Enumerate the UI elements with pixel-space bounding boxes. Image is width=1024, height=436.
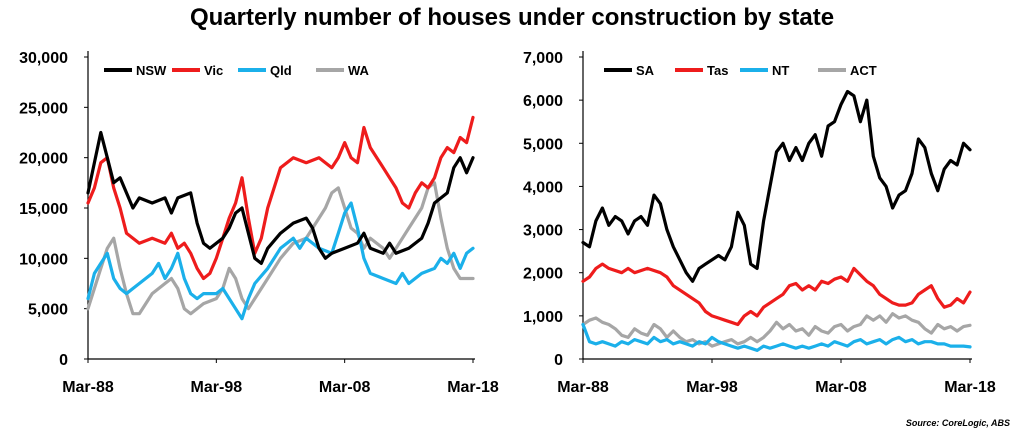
y-tick-label: 10,000 xyxy=(19,251,68,268)
y-tick-label: 2,000 xyxy=(523,266,563,283)
series-line-act xyxy=(581,312,972,348)
legend-label-nt: NT xyxy=(772,63,789,78)
source-note: Source: CoreLogic, ABS xyxy=(905,418,1010,428)
y-tick-label: 0 xyxy=(554,352,563,369)
y-tick-label: 5,000 xyxy=(28,302,68,319)
x-tick-label: Mar-98 xyxy=(686,379,738,396)
y-tick-label: 7,000 xyxy=(523,50,563,67)
x-tick-label: Mar-88 xyxy=(557,379,609,396)
series-line-sa xyxy=(581,89,972,283)
series-line-qld xyxy=(86,201,475,321)
x-tick-label: Mar-98 xyxy=(191,379,243,396)
legend-label-wa: WA xyxy=(348,63,370,78)
x-tick-label: Mar-08 xyxy=(319,379,371,396)
legend-label-act: ACT xyxy=(850,63,877,78)
x-tick-label: Mar-88 xyxy=(62,379,114,396)
y-tick-label: 3,000 xyxy=(523,223,563,240)
y-tick-label: 15,000 xyxy=(19,201,68,218)
legend-label-sa: SA xyxy=(636,63,655,78)
y-tick-label: 6,000 xyxy=(523,93,563,110)
x-tick-label: Mar-18 xyxy=(447,379,499,396)
y-tick-label: 30,000 xyxy=(19,50,68,67)
series-line-vic xyxy=(86,115,475,281)
legend-label-tas: Tas xyxy=(707,63,728,78)
series-line-tas xyxy=(581,262,972,327)
legend-label-vic: Vic xyxy=(204,63,223,78)
legend-label-nsw: NSW xyxy=(136,63,167,78)
y-tick-label: 5,000 xyxy=(523,136,563,153)
y-tick-label: 4,000 xyxy=(523,179,563,196)
series-line-nsw xyxy=(86,130,475,265)
page-title: Quarterly number of houses under constru… xyxy=(189,4,835,31)
legend-label-qld: Qld xyxy=(270,63,292,78)
chart-left-group: 0 5,000 10,000 15,000 20,000 25,000 30,000 Mar-… xyxy=(19,50,499,396)
series-line-nt xyxy=(581,322,972,352)
y-tick-label: 25,000 xyxy=(19,100,68,117)
x-tick-label: Mar-18 xyxy=(944,379,996,396)
y-tick-label: 0 xyxy=(59,352,68,369)
y-tick-label: 1,000 xyxy=(523,309,563,326)
series-line-wa xyxy=(86,181,475,316)
x-tick-label: Mar-08 xyxy=(815,379,867,396)
y-tick-label: 20,000 xyxy=(19,151,68,168)
chart-right-group: 0 1,000 2,000 3,000 4,000 5,000 6,000 7,000 Mar-… xyxy=(523,50,996,396)
